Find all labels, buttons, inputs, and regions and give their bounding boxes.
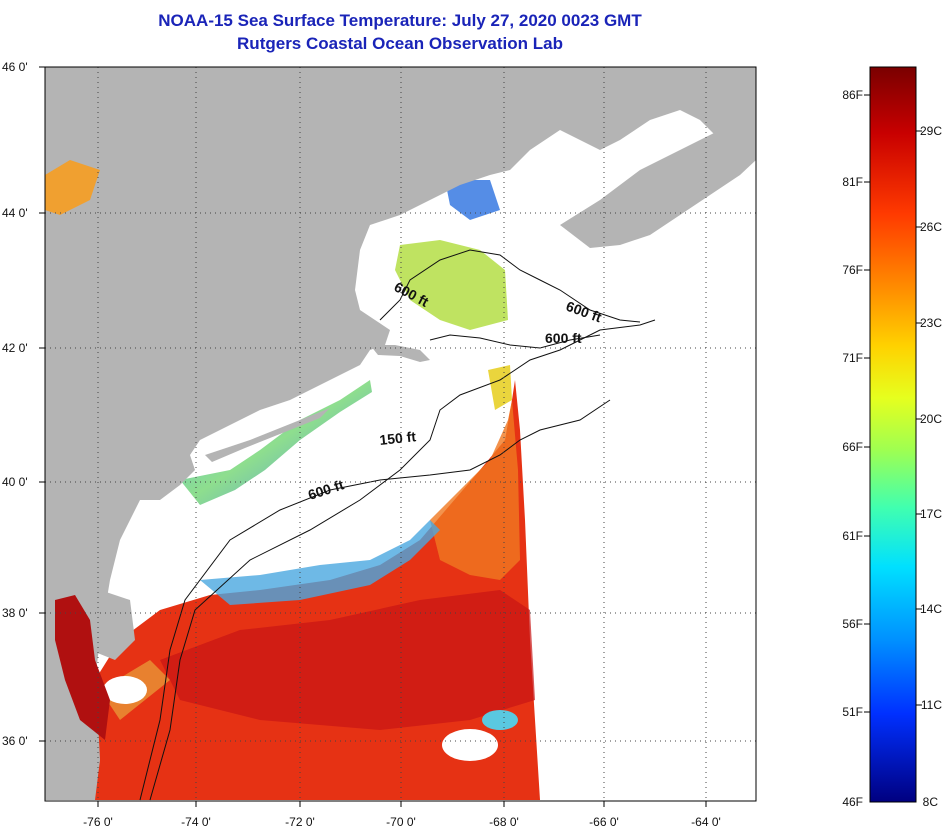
land-nova-scotia bbox=[560, 120, 756, 248]
lat-lon-grid bbox=[45, 67, 756, 801]
lon-label-64: -64 0' bbox=[691, 815, 721, 829]
isobath-600ft-gulf-maine bbox=[379, 249, 641, 323]
temperature-colorbar: 86F 81F 76F 71F 66F 61F 56F 51F 46F 29C … bbox=[842, 66, 942, 809]
isobath-600ft-north bbox=[429, 334, 601, 349]
colorbar-f-61: 61F bbox=[842, 529, 863, 543]
axis-ticks bbox=[39, 66, 707, 807]
map-title: NOAA-15 Sea Surface Temperature: July 27… bbox=[158, 11, 642, 30]
warm-water-deep bbox=[160, 590, 535, 730]
lon-label-76: -76 0' bbox=[83, 815, 113, 829]
lake-ontario-data bbox=[45, 160, 100, 215]
colorbar-c-14: 14C bbox=[920, 602, 942, 616]
colorbar-f-76: 76F bbox=[842, 263, 863, 277]
colorbar-c-11: 11C bbox=[921, 698, 942, 712]
isobath-600ft-south bbox=[139, 399, 611, 801]
colorbar-c-23: 23C bbox=[920, 316, 942, 330]
lat-label-44: 44 0' bbox=[2, 206, 28, 220]
lon-label-66: -66 0' bbox=[589, 815, 619, 829]
colorbar-c-20: 20C bbox=[920, 412, 942, 426]
cloud-patch-bay bbox=[103, 676, 147, 704]
colorbar-c-17: 17C bbox=[920, 507, 942, 521]
colorbar-f-81: 81F bbox=[842, 175, 863, 189]
land-long-island bbox=[205, 408, 330, 462]
colorbar-gradient bbox=[869, 66, 917, 803]
colorbar-c-26: 26C bbox=[920, 220, 942, 234]
contour-label-150ft: 150 ft bbox=[379, 428, 417, 448]
cloud-edge bbox=[482, 710, 518, 730]
colorbar-f-46: 46F bbox=[842, 795, 863, 809]
colorbar-c-29: 29C bbox=[920, 124, 942, 138]
cloud-patch bbox=[442, 729, 498, 761]
lon-label-68: -68 0' bbox=[489, 815, 519, 829]
lat-label-42: 42 0' bbox=[2, 341, 28, 355]
colorbar-f-71: 71F bbox=[842, 351, 863, 365]
warm-water-orange bbox=[430, 400, 520, 580]
contour-label-600ft-east: 600 ft bbox=[545, 330, 582, 346]
isobath-150ft bbox=[149, 319, 656, 801]
land-cape-cod bbox=[370, 345, 430, 362]
land-mainland bbox=[45, 67, 756, 800]
colorbar-f-66: 66F bbox=[842, 440, 863, 454]
lon-label-74: -74 0' bbox=[181, 815, 211, 829]
lat-label-46: 46 0' bbox=[2, 60, 28, 74]
shelf-cool-band-south bbox=[200, 520, 440, 605]
colorbar-f-86: 86F bbox=[842, 88, 863, 102]
lon-label-72: -72 0' bbox=[285, 815, 315, 829]
lon-label-70: -70 0' bbox=[386, 815, 416, 829]
lat-label-38: 38 0' bbox=[2, 606, 28, 620]
map-subtitle: Rutgers Coastal Ocean Observation Lab bbox=[237, 34, 563, 53]
map-area[interactable]: 600 ft 600 ft 600 ft 150 ft 600 ft bbox=[45, 67, 756, 801]
chesapeake-bay-water bbox=[55, 595, 110, 740]
gulf-of-maine-blue bbox=[445, 180, 500, 220]
lat-label-40: 40 0' bbox=[2, 475, 28, 489]
colorbar-f-56: 56F bbox=[842, 617, 863, 631]
colorbar-f-51: 51F bbox=[842, 705, 863, 719]
gulf-of-maine-data bbox=[395, 240, 508, 330]
colorbar-c-8: 8C bbox=[923, 795, 939, 809]
lat-label-36: 36 0' bbox=[2, 734, 28, 748]
